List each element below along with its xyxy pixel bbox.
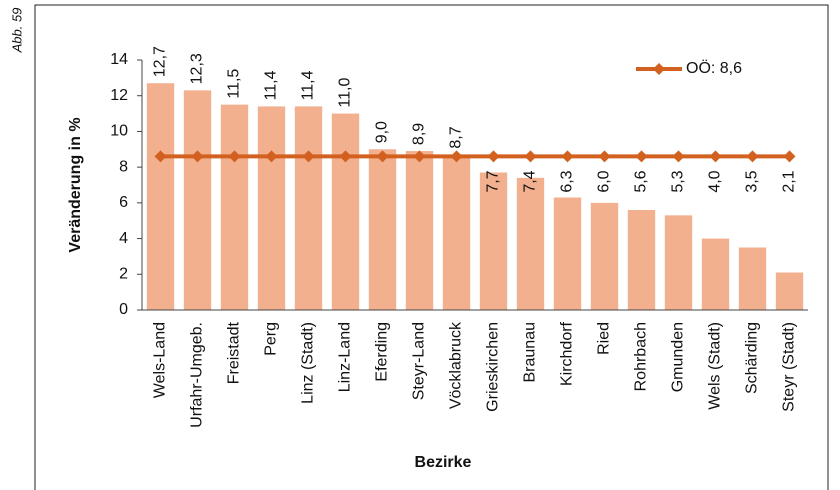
x-axis-label: Bezirke bbox=[415, 454, 472, 471]
bar bbox=[738, 247, 767, 310]
y-tick-label: 12 bbox=[110, 87, 128, 104]
line-marker bbox=[228, 150, 241, 163]
y-tick-label: 10 bbox=[110, 123, 128, 140]
x-tick-label: Perg bbox=[263, 322, 280, 356]
x-tick-label: Schärding bbox=[744, 322, 761, 394]
line-marker bbox=[302, 150, 315, 163]
bar bbox=[146, 83, 175, 310]
y-tick-label: 14 bbox=[110, 51, 128, 68]
bar bbox=[553, 197, 582, 310]
value-label: 11,5 bbox=[226, 69, 243, 99]
bar bbox=[590, 202, 619, 310]
x-tick-label: Grieskirchen bbox=[485, 322, 502, 412]
value-label: 3,5 bbox=[744, 170, 761, 192]
value-label: 5,6 bbox=[633, 170, 650, 192]
line-marker bbox=[561, 150, 574, 163]
y-tick-label: 8 bbox=[119, 158, 128, 175]
value-label: 11,0 bbox=[337, 78, 354, 108]
bar bbox=[775, 272, 804, 310]
x-tick-label: Ried bbox=[596, 322, 613, 355]
value-label: 7,7 bbox=[485, 170, 502, 192]
bar bbox=[220, 104, 249, 311]
bar bbox=[331, 113, 360, 310]
x-tick-label: Linz-Land bbox=[337, 322, 354, 392]
x-tick-label: Eferding bbox=[374, 322, 391, 382]
line-marker bbox=[191, 150, 204, 163]
bar bbox=[442, 154, 471, 310]
bar bbox=[664, 215, 693, 310]
y-tick-label: 2 bbox=[119, 266, 128, 283]
bar bbox=[368, 149, 397, 310]
bar bbox=[294, 106, 323, 310]
line-marker bbox=[746, 150, 759, 163]
line-marker bbox=[339, 150, 352, 163]
line-marker bbox=[487, 150, 500, 163]
x-tick-label: Braunau bbox=[522, 322, 539, 383]
value-label: 5,3 bbox=[670, 170, 687, 192]
value-label: 12,7 bbox=[152, 46, 169, 77]
line-marker bbox=[450, 150, 463, 163]
legend-label: OÖ: 8,6 bbox=[686, 59, 742, 77]
x-tick-label: Wels (Stadt) bbox=[707, 322, 724, 410]
line-marker bbox=[376, 150, 389, 163]
bar bbox=[183, 90, 212, 310]
line-marker bbox=[598, 150, 611, 163]
x-tick-label: Kirchdorf bbox=[559, 321, 576, 386]
value-label: 6,0 bbox=[596, 170, 613, 192]
x-tick-label: Freistadt bbox=[226, 321, 243, 384]
y-axis-label: Veränderung in % bbox=[67, 117, 84, 252]
x-tick-label: Vöcklabruck bbox=[448, 321, 465, 409]
bar bbox=[701, 238, 730, 310]
value-label: 9,0 bbox=[374, 121, 391, 143]
value-label: 11,4 bbox=[300, 70, 317, 100]
x-tick-label: Wels-Land bbox=[152, 322, 169, 398]
y-tick-label: 6 bbox=[119, 194, 128, 211]
line-marker bbox=[265, 150, 278, 163]
x-tick-label: Gmunden bbox=[670, 322, 687, 392]
value-label: 11,4 bbox=[263, 70, 280, 100]
y-tick-label: 0 bbox=[119, 301, 128, 318]
line-marker bbox=[154, 150, 167, 163]
line-marker bbox=[413, 150, 426, 163]
line-marker bbox=[635, 150, 648, 163]
line-marker bbox=[672, 150, 685, 163]
line-marker bbox=[524, 150, 537, 163]
frame bbox=[34, 4, 829, 490]
figure-label: Abb. 59 bbox=[9, 8, 24, 54]
bar bbox=[479, 172, 508, 310]
line-marker bbox=[709, 150, 722, 163]
value-label: 6,3 bbox=[559, 170, 576, 192]
value-label: 8,7 bbox=[448, 126, 465, 148]
value-label: 2,1 bbox=[781, 170, 798, 192]
value-label: 8,9 bbox=[411, 123, 428, 145]
bar bbox=[516, 177, 545, 310]
x-tick-label: Steyr-Land bbox=[411, 322, 428, 400]
bar bbox=[405, 151, 434, 310]
bar bbox=[257, 106, 286, 310]
legend-marker bbox=[653, 63, 665, 75]
bar bbox=[627, 210, 656, 310]
value-label: 4,0 bbox=[707, 170, 724, 192]
x-tick-label: Urfahr-Umgeb. bbox=[189, 322, 206, 428]
value-label: 7,4 bbox=[522, 170, 539, 192]
x-tick-label: Rohrbach bbox=[633, 322, 650, 391]
x-tick-label: Linz (Stadt) bbox=[300, 322, 317, 404]
y-tick-label: 4 bbox=[119, 230, 128, 247]
x-tick-label: Steyr (Stadt) bbox=[781, 322, 798, 412]
value-label: 12,3 bbox=[189, 53, 206, 84]
line-marker bbox=[783, 150, 796, 163]
